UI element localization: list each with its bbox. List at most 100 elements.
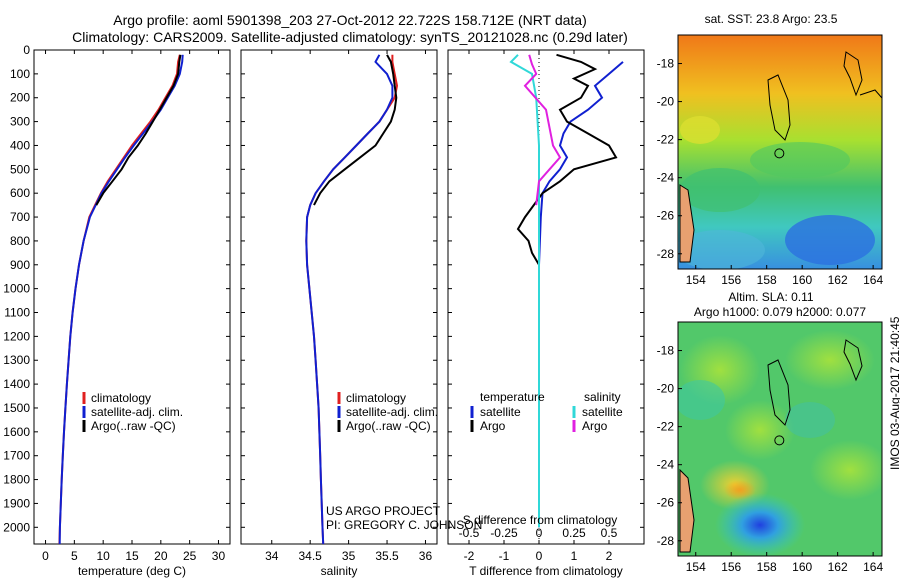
temperature-series (58, 54, 184, 544)
y-tick-label: 300 (10, 115, 30, 129)
series-line-argo-raw-qc- (313, 54, 398, 206)
s-difference-axis-label: S difference from climatology (463, 513, 618, 527)
map-y-tick-label: -20 (657, 95, 675, 109)
x-tick-label: 0 (536, 549, 543, 563)
x-tick-label: 35 (342, 549, 356, 563)
x-tick-label: 1 (571, 549, 578, 563)
credit-project: US ARGO PROJECT (326, 504, 441, 518)
credit-pi: PI: GREGORY C. JOHNSON (326, 518, 482, 532)
legend-argo-label: Argo(..raw -QC) (91, 419, 176, 433)
series-line-argo-raw-qc- (95, 54, 182, 206)
y-tick-label: 400 (10, 138, 30, 152)
x-tick-label: 15 (125, 549, 139, 563)
y-tick-label: 900 (10, 258, 30, 272)
y-tick-label: 200 (10, 91, 30, 105)
salinity-plot-frame (240, 49, 438, 545)
y-tick-label: 600 (10, 186, 30, 200)
x-tick-label: 36 (419, 549, 433, 563)
y-tick-label: 1800 (3, 473, 30, 487)
argo-position-marker (774, 435, 785, 446)
map-y-tick-label: -18 (657, 57, 675, 71)
x-tick-label-salinity: 0 (536, 526, 543, 540)
salinity-series (305, 54, 399, 544)
series-line-satellite-adj-clim- (58, 54, 184, 544)
map-y-tick-label: -22 (657, 420, 675, 434)
legend-argo-label: Argo(..raw -QC) (346, 419, 431, 433)
salinity-legend: climatology satellite-adj. clim. Argo(..… (337, 391, 438, 433)
y-tick-label: 800 (10, 234, 30, 248)
difference-legend: temperature salinity satellite Argo sate… (470, 390, 623, 433)
x-tick-label: 25 (183, 549, 197, 563)
map-y-tick-label: -26 (657, 496, 675, 510)
map-x-tick-label: 162 (828, 273, 848, 287)
argo-position-marker (774, 148, 785, 159)
y-tick-label: 1300 (3, 353, 30, 367)
y-tick-label: 2000 (3, 520, 30, 534)
map-x-tick-label: 154 (686, 560, 706, 574)
x-tick-label-salinity: -0.5 (459, 526, 480, 540)
sla-map-frame (677, 321, 883, 557)
sst-map (678, 35, 882, 269)
legend-temp-satellite-label: satellite (480, 405, 521, 419)
map-x-tick-label: 158 (757, 560, 777, 574)
title-line-1: Argo profile: aoml 5901398_203 27-Oct-20… (113, 12, 587, 28)
x-tick-label: -1 (499, 549, 510, 563)
sla-map-axes: 154 156 158 160 162 164 -18 -20 -22 -24 -26 -28 (657, 344, 884, 574)
y-tick-label: 700 (10, 210, 30, 224)
map-x-tick-label: 164 (863, 560, 883, 574)
difference-series (509, 50, 624, 544)
x-tick-label: 2 (606, 549, 613, 563)
salinity-axis-label: salinity (321, 564, 358, 578)
x-tick-label: 0 (42, 549, 49, 563)
series-line-salinity-argo (523, 54, 562, 206)
map-y-tick-label: -26 (657, 209, 675, 223)
legend-temp-argo-label: Argo (480, 419, 506, 433)
map-top-title: sat. SST: 23.8 Argo: 23.5 (704, 12, 838, 26)
x-tick-label-salinity: 0.25 (562, 526, 586, 540)
x-tick-label-salinity: -0.25 (490, 526, 518, 540)
map-x-tick-label: 158 (757, 273, 777, 287)
legend-temperature-head: temperature (480, 390, 545, 404)
temperature-legend: climatology satellite-adj. clim. Argo(..… (82, 391, 183, 433)
map-y-tick-label: -18 (657, 344, 675, 358)
map-y-tick-label: -24 (657, 458, 675, 472)
map-y-tick-label: -22 (657, 133, 675, 147)
legend-sal-satellite-label: satellite (582, 405, 623, 419)
title-line-2: Climatology: CARS2009. Satellite-adjuste… (72, 29, 628, 45)
y-tick-label: 1700 (3, 449, 30, 463)
y-tick-label: 1900 (3, 496, 30, 510)
map-x-tick-label: 156 (721, 273, 741, 287)
x-tick-label: 35.5 (375, 549, 399, 563)
x-tick-label: 20 (154, 549, 168, 563)
x-tick-label: 34 (265, 549, 279, 563)
sla-map (678, 322, 882, 556)
legend-sal-argo-label: Argo (582, 419, 608, 433)
temperature-plot-frame (33, 49, 231, 545)
x-tick-label: 34.5 (298, 549, 322, 563)
series-line-temperature-argo (516, 53, 618, 266)
legend-climatology-label: climatology (346, 391, 406, 405)
series-line-satellite-adj-clim- (305, 54, 394, 544)
map-bottom-title-2: Argo h1000: 0.079 h2000: 0.077 (693, 305, 867, 319)
series-line-salinity-satellite (509, 54, 540, 528)
map-x-tick-label: 154 (686, 273, 706, 287)
y-tick-label: 1600 (3, 425, 30, 439)
x-tick-label: 30 (212, 549, 226, 563)
y-tick-label: 1500 (3, 401, 30, 415)
legend-climatology-label: climatology (91, 391, 151, 405)
map-x-tick-label: 162 (828, 560, 848, 574)
map-bottom-title-1: Altim. SLA: 0.11 (728, 290, 814, 304)
y-tick-label: 0 (23, 43, 30, 57)
temperature-axis-label: temperature (deg C) (78, 564, 186, 578)
x-axes: 0 5 10 15 20 25 30 34 34.5 35 35.5 36 -2 -1 0 1 2 -0.5 -0.… (42, 50, 618, 563)
y-tick-label: 1200 (3, 329, 30, 343)
legend-satellite-label: satellite-adj. clim. (346, 405, 438, 419)
map-y-tick-label: -20 (657, 382, 675, 396)
map-y-tick-label: -28 (657, 534, 675, 548)
map-x-tick-label: 160 (792, 560, 812, 574)
legend-salinity-head: salinity (584, 390, 621, 404)
legend-satellite-label: satellite-adj. clim. (91, 405, 183, 419)
difference-plot-frame (447, 49, 645, 545)
x-tick-label-salinity: 0.5 (601, 526, 618, 540)
